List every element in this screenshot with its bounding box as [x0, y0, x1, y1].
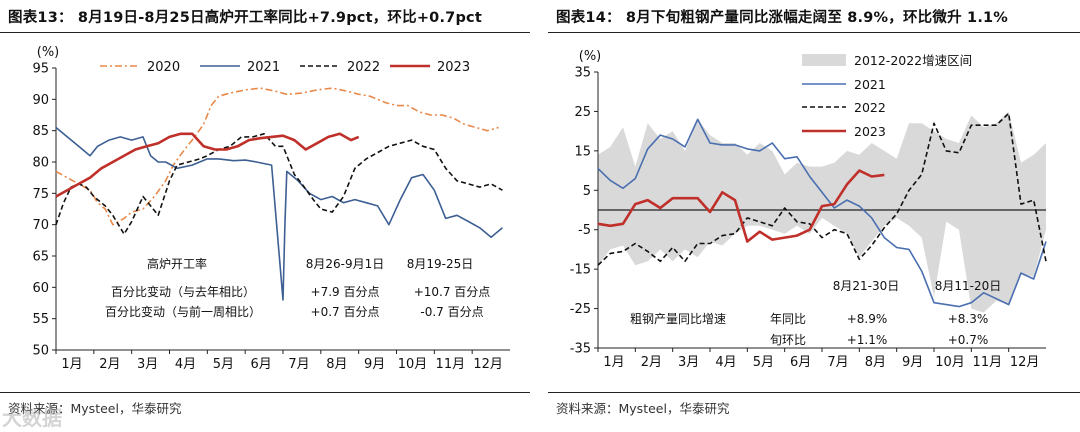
right-legend-label-2022: 2022	[854, 100, 886, 115]
right-y-tick-label: -25	[570, 302, 591, 317]
left-series-2020	[55, 87, 499, 226]
right-figure-title: 图表14： 8月下旬粗钢产量同比涨幅走阔至 8.9%，环比微升 1.1%	[556, 10, 1009, 26]
right-annot-header-current: 8月21-30日	[833, 279, 900, 293]
right-x-tick-label: 12月	[1010, 355, 1040, 370]
left-y-tick-label: 70	[32, 218, 49, 233]
left-y-tick-label: 60	[32, 281, 49, 296]
right-legend-label-band: 2012-2022增速区间	[854, 53, 972, 68]
left-annot-value-current: +7.9 百分点	[311, 285, 380, 299]
left-annot-value-current: +0.7 百分点	[311, 305, 380, 319]
right-y-tick-label: -15	[570, 263, 591, 278]
right-y-tick-label: 5	[583, 184, 591, 199]
right-y-tick-label: 35	[574, 66, 591, 81]
left-annot-value-previous: -0.7 百分点	[420, 305, 483, 319]
left-legend-label-2020: 2020	[147, 60, 180, 75]
right-x-tick-label: 6月	[790, 355, 811, 370]
left-y-tick-label: 50	[32, 344, 49, 359]
right-annot-row-sublabel: 旬环比	[770, 333, 806, 347]
right-annot-value-previous: +8.3%	[948, 312, 989, 326]
left-bottom-rule	[0, 392, 530, 393]
left-x-tick-label: 5月	[213, 357, 234, 372]
left-x-tick-label: 4月	[175, 357, 196, 372]
right-band-area	[598, 111, 1046, 313]
right-x-tick-label: 1月	[603, 355, 624, 370]
left-x-tick-label: 2月	[99, 357, 120, 372]
right-y-unit-label: (%)	[579, 49, 602, 64]
right-y-tick-label: -35	[570, 342, 591, 357]
left-figure-panel: 图表13： 8月19日-8月25日高炉开工率同比+7.9pct，环比+0.7pc…	[0, 0, 530, 432]
right-annot-row-label: 粗钢产量同比增速	[630, 312, 726, 326]
left-legend-label-2022: 2022	[347, 60, 380, 75]
left-annot-row-label: 百分比变动（与前一周相比）	[105, 304, 261, 319]
left-chart-blast-furnace-rate: 50 55 60 65 70 75 80 85 90 95 (%) 1月 2月 3月 4月 5月 6月 7月 8月 9…	[32, 45, 510, 372]
left-y-tick-label: 85	[32, 124, 49, 139]
left-y-tick-label: 55	[32, 312, 49, 327]
left-x-tick-label: 11月	[436, 357, 466, 372]
right-figure-panel: 图表14： 8月下旬粗钢产量同比涨幅走阔至 8.9%，环比微升 1.1% -35…	[548, 0, 1080, 432]
left-legend-label-2023: 2023	[437, 60, 470, 75]
left-x-tick-label: 12月	[473, 357, 503, 372]
right-y-tick-label: -5	[578, 223, 591, 238]
right-x-tick-label: 3月	[678, 355, 699, 370]
left-x-tick-label: 10月	[398, 357, 428, 372]
left-annot-value-previous: +10.7 百分点	[414, 285, 491, 299]
right-chart-crude-steel-output: -35 -25 -15 -5 5 15 25 35 (%) 1月 2月 3月 4月 5月 6月 7月 8月 9月 1…	[570, 49, 1047, 370]
right-legend-label-2023: 2023	[854, 124, 886, 139]
right-series-2021	[597, 118, 1047, 308]
left-annot-header-previous: 8月19-25日	[407, 257, 474, 271]
left-x-tick-label: 3月	[137, 357, 158, 372]
right-x-tick-label: 11月	[973, 355, 1003, 370]
left-annot-header-current: 8月26-9月1日	[306, 257, 385, 271]
left-x-tick-label: 1月	[61, 357, 82, 372]
left-annot-row-label: 高炉开工率	[147, 256, 207, 271]
left-series-2023	[55, 132, 360, 198]
left-series-2022	[55, 133, 503, 235]
right-series-2023	[597, 169, 885, 243]
left-x-tick-label: 8月	[326, 357, 347, 372]
right-series-2022	[597, 112, 1047, 266]
left-y-tick-label: 95	[32, 62, 49, 77]
right-annot-value-current: +1.1%	[847, 333, 888, 347]
right-annot-value-previous: +0.7%	[948, 333, 989, 347]
right-x-tick-label: 2月	[641, 355, 662, 370]
right-x-tick-label: 9月	[902, 355, 923, 370]
right-title-rule	[548, 32, 1080, 33]
right-x-tick-label: 10月	[935, 355, 965, 370]
right-legend-swatch-band	[802, 54, 846, 66]
left-x-tick-label: 6月	[251, 357, 272, 372]
left-legend-label-2021: 2021	[247, 60, 280, 75]
right-x-tick-label: 7月	[827, 355, 848, 370]
left-x-tick-label: 9月	[364, 357, 385, 372]
watermark-logo: 大数据	[2, 406, 62, 430]
left-y-tick-label: 90	[32, 93, 49, 108]
left-y-unit-label: (%)	[37, 45, 60, 60]
left-figure-title: 图表13： 8月19日-8月25日高炉开工率同比+7.9pct，环比+0.7pc…	[8, 10, 482, 26]
right-legend-label-2021: 2021	[854, 77, 886, 92]
right-x-tick-label: 4月	[715, 355, 736, 370]
right-y-tick-label: 15	[574, 144, 591, 159]
left-series-2021	[55, 126, 503, 301]
right-x-tick-label: 8月	[865, 355, 886, 370]
left-source-note: 资料来源：Mysteel，华泰研究	[8, 401, 182, 416]
right-annot-row-sublabel: 年同比	[770, 312, 806, 326]
right-x-tick-label: 5月	[753, 355, 774, 370]
right-source-note: 资料来源：Mysteel，华泰研究	[556, 401, 730, 416]
right-annot-header-previous: 8月11-20日	[935, 279, 1002, 293]
left-y-tick-label: 75	[32, 187, 49, 202]
left-title-rule	[0, 32, 530, 33]
right-annot-value-current: +8.9%	[847, 312, 888, 326]
left-y-tick-label: 80	[32, 156, 49, 171]
left-y-tick-label: 65	[32, 250, 49, 265]
left-annot-row-label: 百分比变动（与去年相比）	[111, 284, 255, 299]
right-y-tick-label: 25	[574, 105, 591, 120]
right-bottom-rule	[548, 392, 1080, 393]
left-x-tick-label: 7月	[288, 357, 309, 372]
